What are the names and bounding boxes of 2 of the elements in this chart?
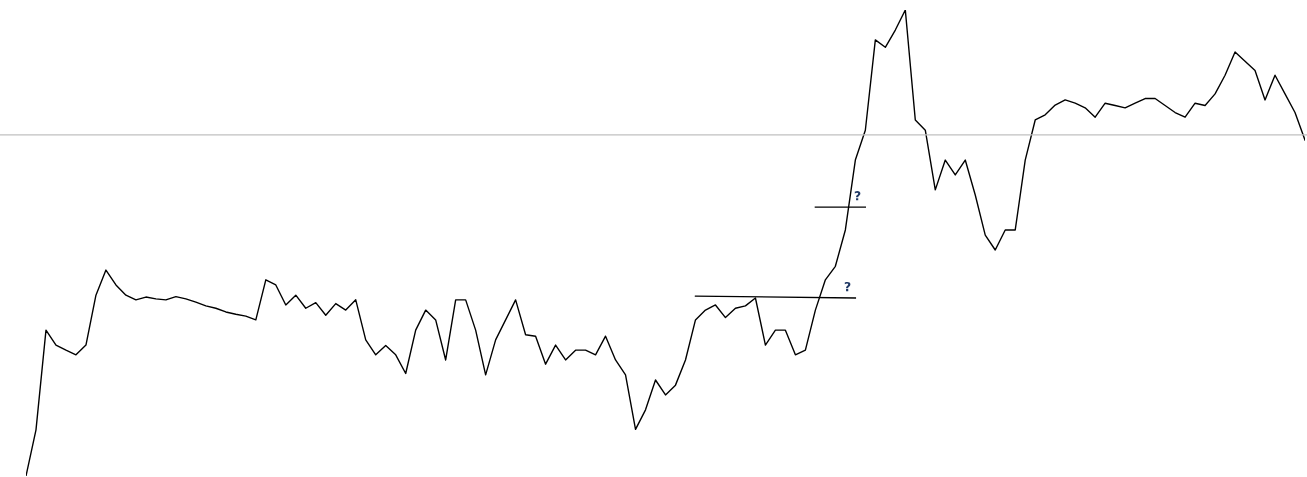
annotation: ? bbox=[844, 281, 851, 292]
annotation: ? bbox=[854, 191, 861, 201]
